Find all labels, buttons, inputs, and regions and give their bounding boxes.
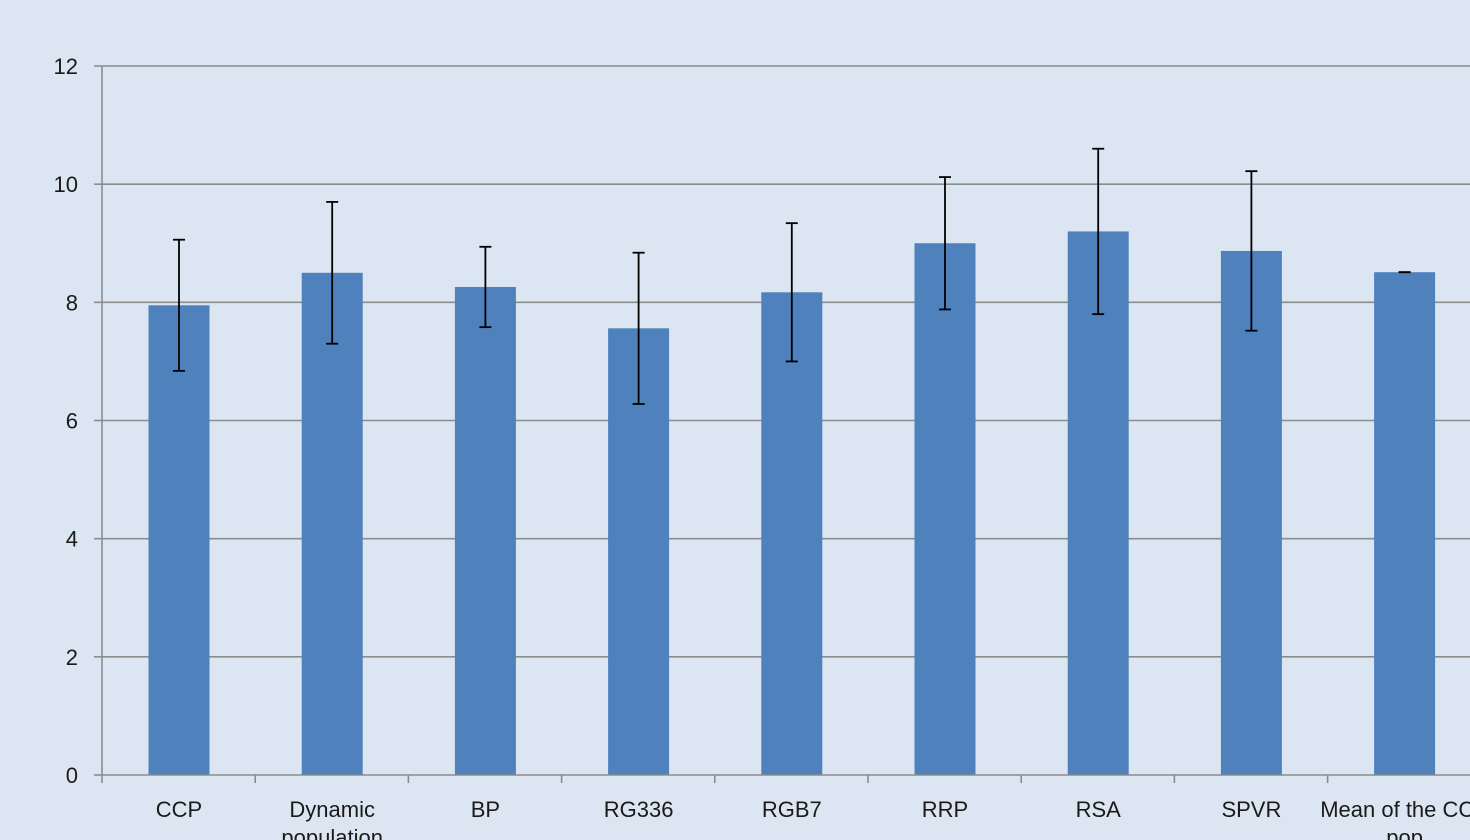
x-tick-label-line-8-1: pop: [1386, 825, 1423, 840]
x-tick-label-line-3-0: RG336: [604, 797, 674, 822]
y-tick-label-12: 12: [54, 54, 78, 79]
bar-4: [761, 292, 823, 775]
bar-2: [454, 286, 516, 775]
y-tick-label-2: 2: [66, 645, 78, 670]
bar-7: [1220, 250, 1282, 775]
y-tick-label-0: 0: [66, 763, 78, 788]
x-tick-label-7: SPVR: [1221, 797, 1281, 822]
x-tick-label-line-6-0: RSA: [1076, 797, 1122, 822]
x-tick-label-1: Dynamic population: [281, 797, 383, 840]
bar-6: [1067, 231, 1129, 775]
y-tick-label-4: 4: [66, 527, 78, 552]
x-tick-label-line-5-0: RRP: [922, 797, 968, 822]
x-tick-label-2: BP: [471, 797, 500, 822]
bars: [148, 231, 1436, 775]
x-tick-label-6: RSA: [1076, 797, 1122, 822]
error-bars: [173, 147, 1411, 405]
x-tick-label-8: Mean of the CCP pop: [1320, 797, 1470, 840]
x-tick-label-line-0-0: CCP: [156, 797, 202, 822]
x-tick-label-line-1-0: Dynamic: [289, 797, 375, 822]
x-tick-label-3: RG336: [604, 797, 674, 822]
x-tick-label-line-1-1: population: [281, 825, 383, 840]
tick-labels: 0 2 4 6 8 10 12 CCP Dynamic population BP RG336 RGB7…: [54, 54, 1470, 840]
x-tick-label-line-4-0: RGB7: [762, 797, 822, 822]
x-tick-label-line-8-0: Mean of the CCP: [1320, 797, 1470, 822]
x-tick-label-4: RGB7: [762, 797, 822, 822]
x-tick-label-line-7-0: SPVR: [1221, 797, 1281, 822]
x-tick-label-5: RRP: [922, 797, 968, 822]
bar-0: [148, 305, 210, 775]
bar-1: [301, 272, 363, 775]
y-tick-label-6: 6: [66, 409, 78, 434]
x-tick-label-0: CCP: [156, 797, 202, 822]
y-tick-label-10: 10: [54, 172, 78, 197]
axes: [94, 65, 1470, 783]
bar-5: [914, 243, 976, 775]
x-tick-label-line-2-0: BP: [471, 797, 500, 822]
bar-8: [1374, 272, 1436, 775]
y-tick-label-8: 8: [66, 290, 78, 315]
